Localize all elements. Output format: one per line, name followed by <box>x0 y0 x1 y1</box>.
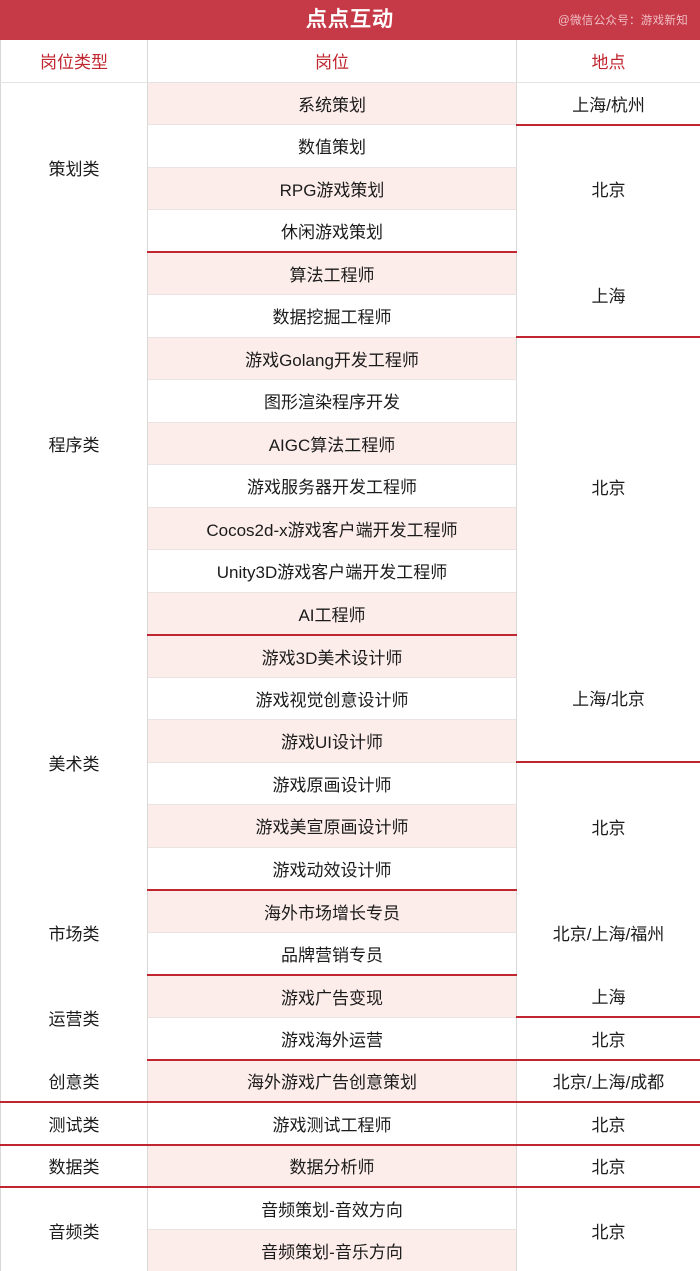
table-row: 运营类 游戏广告变现 上海 <box>0 974 700 1060</box>
job-role-cell: Cocos2d-x游戏客户端开发工程师 <box>147 507 517 550</box>
table-row: 游戏动效设计师 <box>1 847 700 891</box>
company-title: 点点互动 <box>306 8 394 31</box>
job-location-cell: 上海 <box>516 252 700 338</box>
job-role-cell: 游戏广告变现 <box>147 974 517 1018</box>
table-row: 音频策划-音乐方向 <box>1 1229 700 1271</box>
table-row: 测试类 游戏测试工程师 北京 <box>0 1102 700 1146</box>
job-role-cell: AI工程师 <box>147 592 517 636</box>
job-type-cell: 测试类 <box>0 1102 148 1146</box>
job-role-cell: 游戏UI设计师 <box>147 719 517 763</box>
job-location-cell: 上海/杭州 <box>516 82 700 126</box>
job-role-cell: 海外市场增长专员 <box>147 889 517 933</box>
job-role-cell: 游戏3D美术设计师 <box>147 634 517 678</box>
job-role-cell: 游戏海外运营 <box>147 1017 517 1061</box>
job-role-cell: 游戏服务器开发工程师 <box>147 464 517 508</box>
job-location-cell: 北京/上海/福州 <box>516 889 700 975</box>
job-location-cell: 北京/上海/成都 <box>516 1059 700 1103</box>
column-header-location: 地点 <box>516 40 700 83</box>
table-row: 创意类 海外游戏广告创意策划 北京/上海/成都 <box>0 1059 700 1103</box>
job-role-cell: 数据挖掘工程师 <box>147 294 517 338</box>
job-role-cell: 游戏美宣原画设计师 <box>147 804 517 848</box>
job-location-cell: 上海/北京 <box>516 634 700 763</box>
table-row: 数据挖掘工程师 <box>1 294 700 338</box>
column-header-type: 岗位类型 <box>0 40 148 83</box>
table-row: 音频类 音频策划-音效方向 北京 <box>0 1187 700 1271</box>
table-row: 数据类 数据分析师 北京 <box>0 1144 700 1188</box>
job-role-cell: 品牌营销专员 <box>147 932 517 976</box>
job-role-cell: 休闲游戏策划 <box>147 209 517 253</box>
column-header-row: 岗位类型 岗位 地点 <box>0 40 700 83</box>
job-role-cell: 海外游戏广告创意策划 <box>147 1059 517 1103</box>
table-row: 美术类 游戏3D美术设计师 上海/北京 <box>0 634 700 890</box>
column-header-role: 岗位 <box>147 40 517 83</box>
table-row: 游戏美宣原画设计师 <box>1 804 700 848</box>
job-type-cell: 美术类 <box>0 634 148 890</box>
table-body: 策划类 系统策划 上海/杭州 数值策划 北京 RPG游戏策划 休闲游戏策划 程序类 算法工程师上… <box>0 82 700 1271</box>
job-location-cell: 北京 <box>516 1102 700 1146</box>
job-role-cell: 图形渲染程序开发 <box>147 379 517 423</box>
table-row: 品牌营销专员 <box>1 932 700 976</box>
job-role-cell: 音频策划-音效方向 <box>147 1187 517 1230</box>
table-row: 数值策划 北京 <box>1 124 700 252</box>
table-row: 市场类 海外市场增长专员 北京/上海/福州 <box>0 889 700 975</box>
job-role-cell: RPG游戏策划 <box>147 167 517 210</box>
job-role-cell: 游戏动效设计师 <box>147 847 517 891</box>
job-location-cell: 上海 <box>516 974 700 1018</box>
table-row: 游戏服务器开发工程师 <box>1 464 700 508</box>
job-type-cell: 运营类 <box>0 974 148 1060</box>
job-role-cell: 音频策划-音乐方向 <box>147 1229 517 1271</box>
job-role-cell: 游戏Golang开发工程师 <box>147 337 517 380</box>
job-type-cell: 策划类 <box>0 82 148 252</box>
table-row: 游戏UI设计师 <box>1 719 700 763</box>
job-role-cell: 游戏原画设计师 <box>147 762 517 805</box>
job-role-cell: Unity3D游戏客户端开发工程师 <box>147 549 517 593</box>
table-row: RPG游戏策划 <box>1 167 700 210</box>
table-row: AI工程师 <box>1 592 700 636</box>
job-role-cell: 数值策划 <box>147 124 517 168</box>
job-role-cell: 系统策划 <box>147 82 517 125</box>
table-row: 程序类 算法工程师 上海 <box>0 252 700 635</box>
jobs-table: 岗位类型 岗位 地点 策划类 系统策划 上海/杭州 数值策划 北京 RPG游戏策划 休闲游戏… <box>0 40 700 1271</box>
job-location-cell: 北京 <box>516 1017 700 1061</box>
table-row: Cocos2d-x游戏客户端开发工程师 <box>1 507 700 550</box>
job-role-cell: 游戏测试工程师 <box>147 1102 517 1146</box>
job-role-cell: 算法工程师 <box>147 252 517 295</box>
job-type-cell: 音频类 <box>0 1187 148 1271</box>
watermark-credit: @微信公众号：游戏新知 <box>558 15 688 27</box>
table-row: Unity3D游戏客户端开发工程师 <box>1 549 700 593</box>
job-location-cell: 北京 <box>516 762 700 890</box>
table-row: 图形渲染程序开发 <box>1 379 700 423</box>
title-banner: 点点互动 @微信公众号：游戏新知 <box>0 0 700 40</box>
job-type-cell: 创意类 <box>0 1059 148 1103</box>
table-row: 策划类 系统策划 上海/杭州 <box>0 82 700 252</box>
job-role-cell: 数据分析师 <box>147 1144 517 1188</box>
table-row: 游戏海外运营 北京 <box>1 1017 700 1061</box>
job-role-cell: AIGC算法工程师 <box>147 422 517 465</box>
table-row: 游戏视觉创意设计师 <box>1 677 700 720</box>
table-row: 游戏原画设计师 北京 <box>1 762 700 890</box>
job-type-cell: 程序类 <box>0 252 148 635</box>
job-type-cell: 市场类 <box>0 889 148 975</box>
job-location-cell: 北京 <box>516 337 700 635</box>
job-type-cell: 数据类 <box>0 1144 148 1188</box>
table-row: AIGC算法工程师 <box>1 422 700 465</box>
job-location-cell: 北京 <box>516 1187 700 1271</box>
job-role-cell: 游戏视觉创意设计师 <box>147 677 517 720</box>
job-location-cell: 北京 <box>516 124 700 252</box>
job-location-cell: 北京 <box>516 1144 700 1188</box>
table-head: 岗位类型 岗位 地点 <box>0 40 700 83</box>
table-row: 休闲游戏策划 <box>1 209 700 253</box>
table-row: 游戏Golang开发工程师 北京 <box>1 337 700 635</box>
